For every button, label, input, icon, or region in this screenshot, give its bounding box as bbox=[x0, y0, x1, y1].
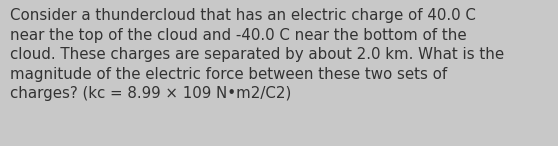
Text: Consider a thundercloud that has an electric charge of 40.0 C
near the top of th: Consider a thundercloud that has an elec… bbox=[10, 8, 504, 101]
